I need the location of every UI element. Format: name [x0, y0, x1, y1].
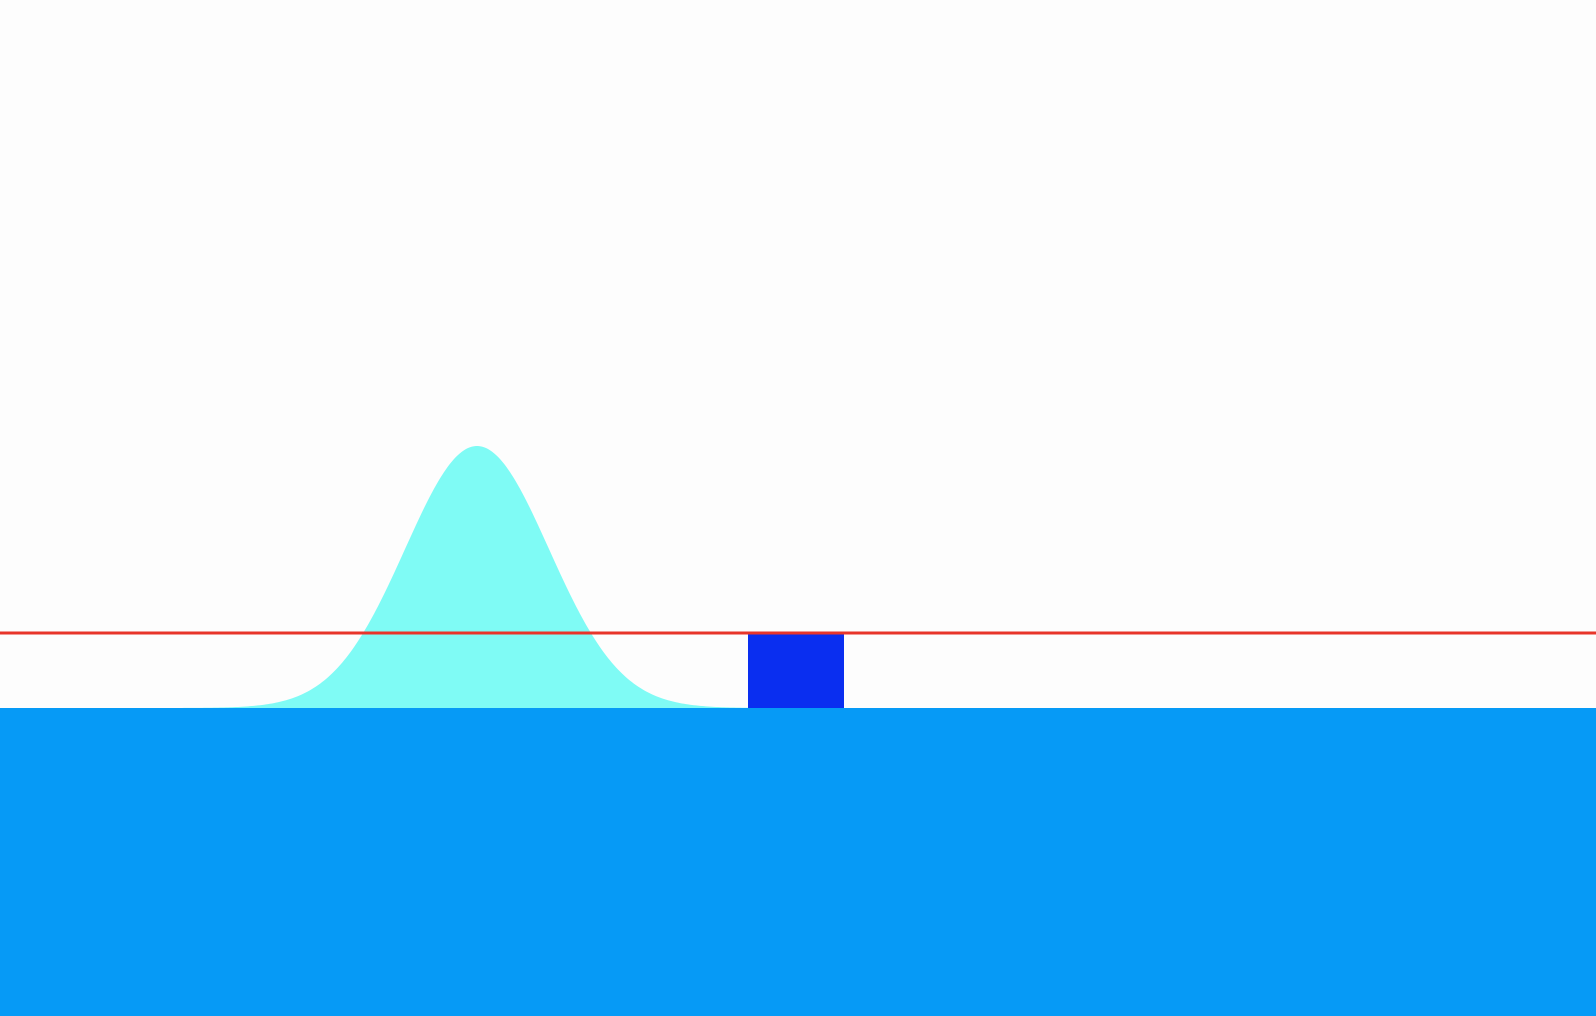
potential-barrier [748, 633, 844, 709]
ground-region [0, 708, 1596, 1016]
wave-packet [0, 446, 760, 708]
